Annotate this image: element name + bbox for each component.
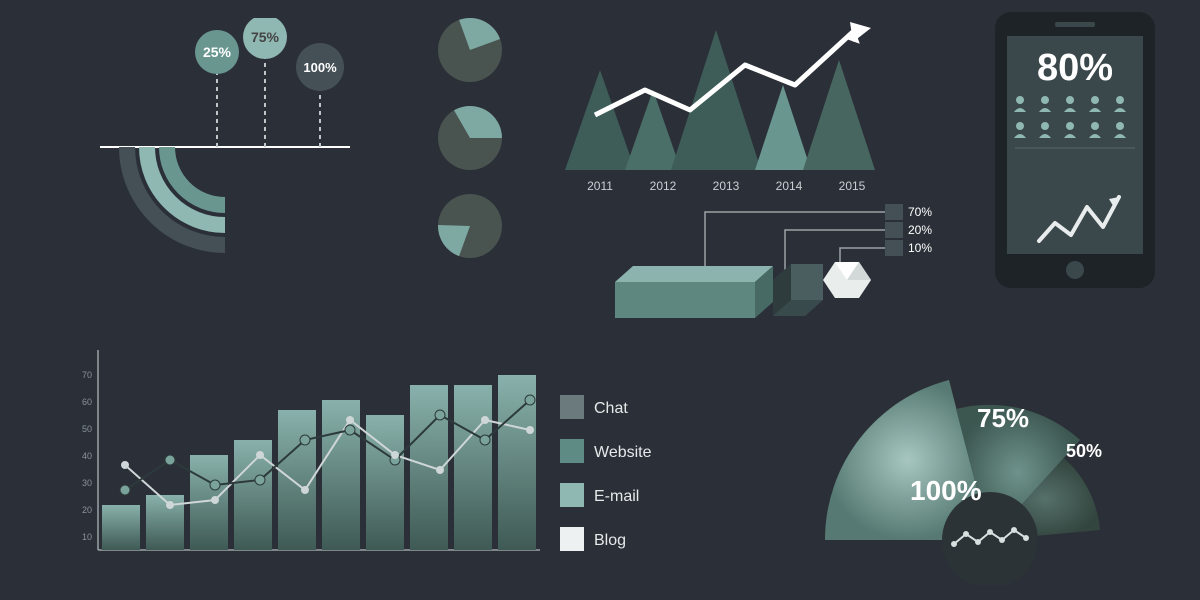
legend-item: Website bbox=[594, 444, 652, 461]
block-label: 70% bbox=[908, 205, 932, 219]
blocks-3d: 70% 20% 10% bbox=[555, 200, 955, 335]
fan-label-75: 75% bbox=[977, 403, 1029, 433]
svg-text:70: 70 bbox=[82, 370, 92, 380]
block-label: 20% bbox=[908, 223, 932, 237]
gauge-label-75: 75% bbox=[251, 29, 280, 45]
phone-headline: 80% bbox=[1037, 47, 1113, 89]
svg-text:60: 60 bbox=[82, 397, 92, 407]
gauge-label-100: 100% bbox=[303, 60, 337, 75]
gauge-label-25: 25% bbox=[203, 44, 232, 60]
legend-item: E-mail bbox=[594, 488, 639, 505]
svg-text:30: 30 bbox=[82, 478, 92, 488]
year-label: 2013 bbox=[713, 179, 740, 193]
fan-chart: 100% 75% 50% bbox=[815, 335, 1175, 590]
combo-chart: 10 20 30 40 50 60 70 bbox=[60, 330, 550, 585]
legend-item: Chat bbox=[594, 400, 628, 417]
legend: Chat Website E-mail Blog bbox=[560, 395, 730, 575]
svg-text:40: 40 bbox=[82, 451, 92, 461]
svg-text:20: 20 bbox=[82, 505, 92, 515]
year-label: 2014 bbox=[776, 179, 803, 193]
legend-item: Blog bbox=[594, 532, 626, 549]
mountain-chart: 2011 2012 2013 2014 2015 bbox=[555, 10, 915, 215]
pie-stack bbox=[420, 10, 520, 275]
year-label: 2011 bbox=[587, 179, 613, 193]
year-label: 2012 bbox=[650, 179, 677, 193]
block-label: 10% bbox=[908, 241, 932, 255]
fan-label-50: 50% bbox=[1066, 441, 1102, 461]
svg-text:10: 10 bbox=[82, 532, 92, 542]
fan-label-100: 100% bbox=[910, 475, 982, 506]
year-label: 2015 bbox=[839, 179, 866, 193]
radial-arc-gauge: 25% 75% 100% bbox=[60, 18, 400, 273]
phone-mockup: 80% bbox=[985, 8, 1175, 303]
svg-text:50: 50 bbox=[82, 424, 92, 434]
